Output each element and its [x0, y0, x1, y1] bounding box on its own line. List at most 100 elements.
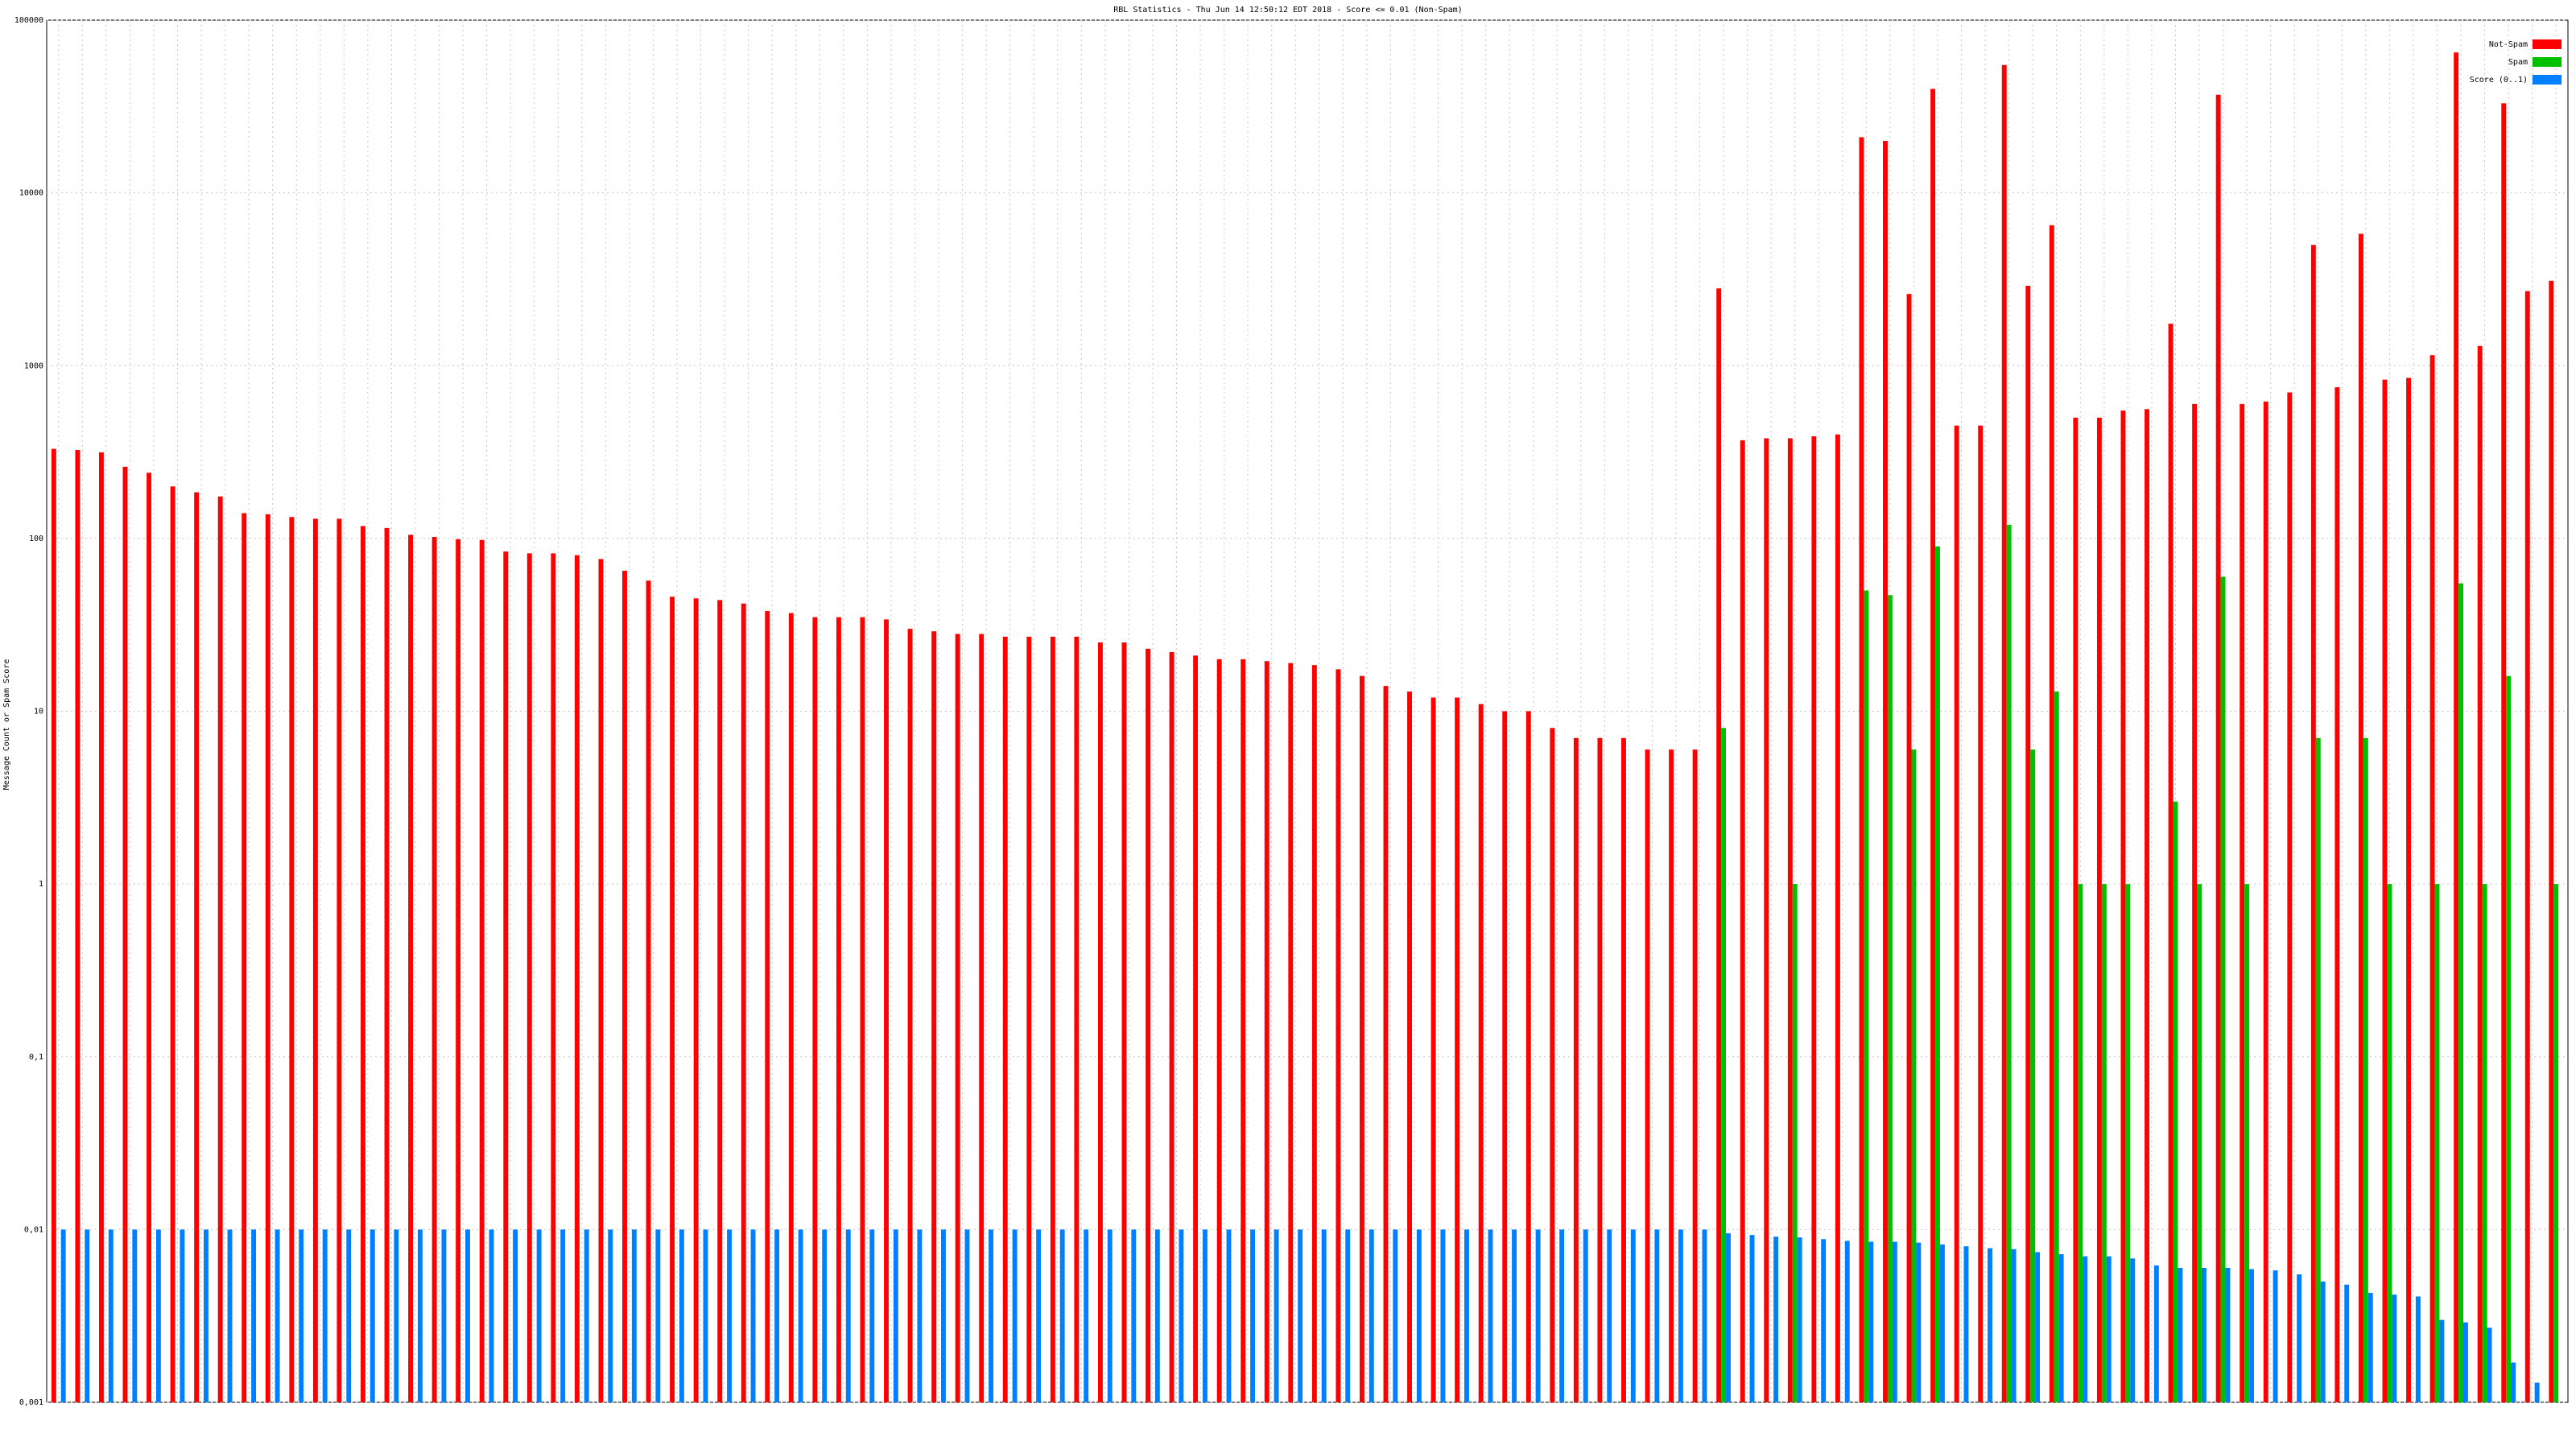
bar	[560, 1229, 566, 1402]
bar	[431, 537, 437, 1402]
bar	[2392, 1294, 2397, 1402]
bar	[2244, 884, 2250, 1402]
bar	[2320, 1281, 2326, 1402]
bar	[1107, 1229, 1113, 1402]
bar	[479, 539, 485, 1403]
bar	[2054, 691, 2059, 1402]
bar	[1583, 1229, 1588, 1402]
bar	[2035, 1252, 2041, 1402]
bar	[1488, 1229, 1493, 1402]
bar	[251, 1229, 257, 1402]
bar	[1749, 1235, 1755, 1402]
bar	[2058, 1253, 2064, 1402]
bar	[679, 1229, 684, 1402]
bar	[1911, 749, 1917, 1402]
chart-title: RBL Statistics - Thu Jun 14 12:50:12 EDT…	[1113, 6, 1462, 14]
bar	[1892, 1241, 1897, 1402]
bar	[180, 1229, 185, 1402]
bar	[108, 1229, 114, 1402]
bar	[2524, 291, 2530, 1402]
bar	[1321, 1229, 1327, 1402]
bar	[2477, 345, 2483, 1402]
bar	[1393, 1229, 1398, 1402]
bar	[2049, 225, 2054, 1403]
bar	[155, 1229, 161, 1402]
bar	[1716, 288, 1722, 1403]
bar	[964, 1229, 970, 1402]
bar	[836, 617, 841, 1402]
bar	[2406, 378, 2411, 1403]
bar	[1146, 648, 1150, 1402]
bar	[456, 539, 461, 1402]
bar	[1097, 642, 1103, 1402]
bar	[85, 1229, 90, 1402]
bar	[2458, 583, 2463, 1402]
bar	[503, 551, 509, 1402]
bar	[1478, 704, 1484, 1402]
bar	[1721, 728, 1727, 1402]
bar	[2415, 1296, 2421, 1402]
bar	[242, 513, 247, 1403]
bar	[526, 553, 532, 1402]
bar	[1792, 884, 1798, 1402]
bar	[774, 1229, 780, 1402]
bar	[1345, 1229, 1351, 1402]
bar	[1787, 438, 1793, 1402]
bar	[765, 611, 770, 1402]
bar	[336, 518, 342, 1402]
bar	[631, 1229, 637, 1402]
bar	[2011, 1249, 2017, 1402]
bar	[1179, 1229, 1184, 1402]
legend-swatch	[2533, 39, 2562, 49]
bar	[622, 571, 627, 1402]
bar	[1050, 636, 1055, 1402]
bar	[2263, 401, 2268, 1403]
bar	[703, 1229, 708, 1402]
bar	[1621, 737, 1626, 1402]
bar	[1868, 1241, 1874, 1402]
bar	[1726, 1233, 1731, 1402]
bar	[1811, 436, 1817, 1402]
bar	[2197, 884, 2202, 1402]
bar	[2454, 52, 2459, 1403]
bar	[584, 1229, 589, 1402]
bar	[536, 1229, 542, 1402]
bar	[1963, 1246, 1969, 1402]
bar	[1012, 1229, 1018, 1402]
bar	[907, 629, 913, 1402]
bar	[1797, 1237, 1802, 1402]
bar	[574, 555, 580, 1402]
bar	[1311, 665, 1317, 1402]
bar	[1864, 590, 1869, 1402]
bar	[204, 1229, 208, 1402]
bar	[1821, 1239, 1827, 1402]
legend-label: Not-Spam	[2489, 40, 2528, 49]
bar	[940, 1229, 946, 1402]
y-tick-label: 0,001	[19, 1398, 43, 1407]
y-axis-label: Message Count or Spam Score	[2, 659, 11, 791]
bar	[2368, 1293, 2373, 1402]
bar	[465, 1229, 470, 1402]
bar	[227, 1229, 233, 1402]
bar	[1916, 1242, 1922, 1402]
bar	[1440, 1229, 1446, 1402]
bar	[1026, 636, 1032, 1402]
bar	[1550, 728, 1555, 1402]
bar	[2078, 884, 2083, 1402]
bar	[2310, 245, 2316, 1403]
bar	[408, 535, 414, 1402]
bar	[75, 450, 80, 1403]
bar	[1692, 749, 1698, 1402]
bar	[598, 559, 604, 1403]
bar	[361, 526, 365, 1403]
bar	[2001, 64, 2007, 1403]
bar	[1883, 141, 1888, 1402]
bar	[217, 496, 223, 1403]
y-tick-label: 1000	[24, 361, 43, 370]
bar	[489, 1229, 494, 1402]
bar	[822, 1229, 828, 1402]
bar	[750, 1229, 756, 1402]
bar	[2106, 1256, 2112, 1402]
bar	[1368, 1229, 1374, 1402]
